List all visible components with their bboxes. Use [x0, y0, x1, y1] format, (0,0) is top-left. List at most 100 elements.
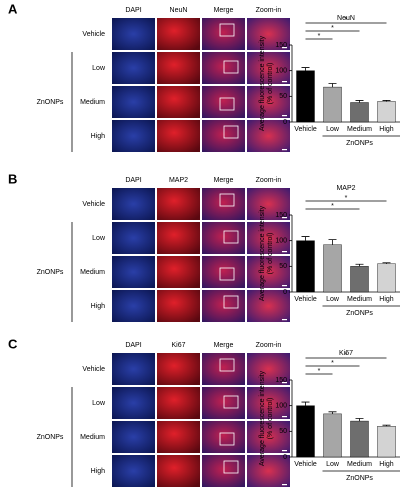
error-bar	[328, 83, 337, 88]
scale-bar	[282, 416, 287, 418]
micrograph	[202, 256, 245, 288]
x-tick-label: Vehicle	[294, 126, 317, 133]
bar	[350, 102, 369, 123]
bar	[323, 244, 342, 293]
micrograph	[157, 86, 200, 118]
micrograph	[202, 455, 245, 487]
row-label: High	[91, 468, 106, 475]
column-header: Merge	[214, 7, 234, 14]
zoom-box	[219, 432, 235, 446]
x-tick-label: Low	[326, 126, 340, 133]
micrograph	[157, 353, 200, 385]
zoom-box	[219, 97, 235, 111]
scale-bar	[282, 484, 287, 486]
micrograph	[157, 256, 200, 288]
group-label: ZnONPs	[37, 434, 64, 441]
micrograph	[247, 421, 290, 453]
y-tick-label: 100	[275, 238, 287, 245]
micrograph	[202, 188, 245, 220]
micrograph	[247, 52, 290, 84]
x-tick-label: Vehicle	[294, 296, 317, 303]
y-tick-label: 0	[283, 454, 287, 461]
row-label: Low	[92, 400, 106, 407]
bar	[377, 101, 396, 123]
zoom-box	[219, 267, 235, 281]
y-axis-label: Average fluorescence intensity	[259, 370, 266, 466]
micrograph	[202, 421, 245, 453]
error-bar	[382, 100, 391, 102]
zoom-box	[219, 193, 235, 207]
scale-bar	[282, 217, 287, 219]
scale-bar	[282, 47, 287, 49]
y-tick-label: 0	[283, 289, 287, 296]
error-bar	[355, 263, 364, 267]
bar	[323, 86, 342, 123]
column-header: Zoom-in	[256, 7, 282, 14]
x-tick-label: Low	[326, 296, 340, 303]
micrograph	[157, 421, 200, 453]
micrograph	[202, 387, 245, 419]
scale-bar	[282, 149, 287, 151]
y-tick-label: 150	[275, 212, 287, 219]
row-label: Medium	[80, 434, 105, 441]
error-bar	[301, 401, 310, 406]
micrograph	[202, 353, 245, 385]
micrograph	[112, 18, 155, 50]
micrograph	[112, 387, 155, 419]
micrograph	[112, 188, 155, 220]
group-label: ZnONPs	[346, 310, 373, 317]
y-tick-label: 100	[275, 403, 287, 410]
error-bar	[382, 424, 391, 427]
zoom-box	[223, 125, 239, 139]
micrograph	[112, 455, 155, 487]
panel-label: B	[8, 171, 17, 186]
y-tick-label: 50	[279, 428, 287, 435]
micrograph	[202, 222, 245, 254]
micrograph	[112, 353, 155, 385]
micrograph	[202, 120, 245, 152]
micrograph	[247, 353, 290, 385]
row-label: Medium	[80, 99, 105, 106]
column-header: Merge	[214, 342, 234, 349]
significance-label: *	[318, 33, 321, 40]
bar	[377, 263, 396, 293]
panel-label: A	[8, 1, 18, 16]
x-tick-label: Medium	[347, 461, 372, 468]
zoom-box	[223, 60, 239, 74]
row-label: Low	[92, 235, 106, 242]
micrograph	[247, 120, 290, 152]
y-tick-label: 0	[283, 119, 287, 126]
y-tick-label: 50	[279, 93, 287, 100]
significance-label: *	[345, 195, 348, 202]
y-tick-label: 150	[275, 377, 287, 384]
zoom-box	[219, 23, 235, 37]
row-label: High	[91, 303, 106, 310]
micrograph	[247, 455, 290, 487]
error-bar	[382, 262, 391, 264]
micrograph	[202, 86, 245, 118]
zoom-box	[223, 460, 239, 474]
micrograph	[112, 52, 155, 84]
significance-label: *	[331, 25, 334, 32]
x-tick-label: Vehicle	[294, 461, 317, 468]
micrograph	[112, 256, 155, 288]
micrograph	[112, 222, 155, 254]
y-tick-label: 50	[279, 263, 287, 270]
row-label: High	[91, 133, 106, 140]
zoom-box	[223, 395, 239, 409]
y-axis-label: (% of control)	[267, 233, 274, 275]
significance-label: *	[345, 17, 348, 24]
micrograph	[202, 52, 245, 84]
zoom-box	[223, 295, 239, 309]
x-tick-label: High	[379, 296, 394, 303]
column-header: MAP2	[169, 177, 188, 184]
micrograph	[157, 18, 200, 50]
bar	[296, 240, 315, 293]
micrograph	[157, 455, 200, 487]
error-bar	[301, 236, 310, 241]
micrograph	[157, 52, 200, 84]
micrograph	[247, 86, 290, 118]
row-label: Vehicle	[82, 366, 105, 373]
chart-title: MAP2	[336, 185, 355, 192]
column-header: Ki67	[171, 342, 185, 349]
